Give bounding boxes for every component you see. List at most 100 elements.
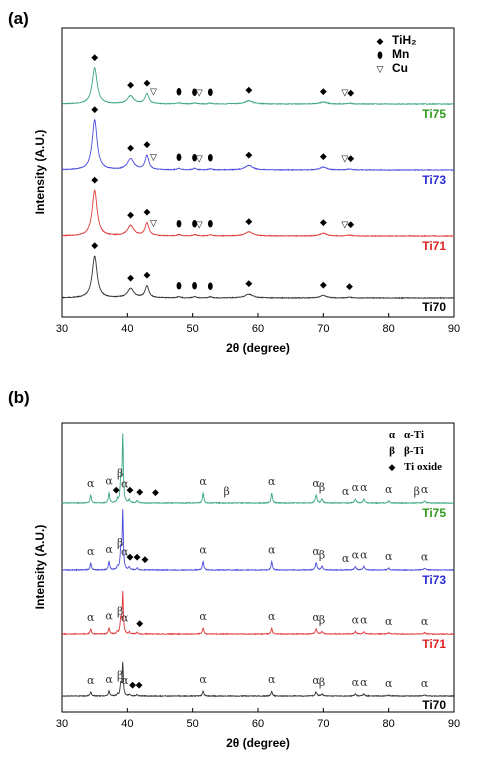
peak-marker: ▽ bbox=[196, 155, 203, 165]
x-tick-label: 90 bbox=[448, 718, 460, 730]
peak-marker: ⬮ bbox=[192, 282, 198, 292]
peak-marker: ◆ bbox=[347, 220, 354, 230]
panel-b-x-ticks: 30 40 50 60 70 80 90 bbox=[56, 708, 460, 730]
peak-marker: ⬮ bbox=[207, 154, 213, 164]
x-tick-label: 80 bbox=[383, 718, 395, 730]
panel-a-series-group: ◆◆ ◆▽ ⬮ ⬮▽ ⬮ ◆ ◆ ▽◆Ti75◆◆ ◆▽ ⬮ ⬮▽ ⬮ ◆ ◆ ▽◆Ti73◆◆ ◆▽ ⬮ ⬮▽ ⬮… bbox=[61, 53, 455, 314]
peak-marker: α bbox=[360, 676, 368, 689]
peak-marker: α bbox=[121, 611, 129, 624]
series-label: Ti73 bbox=[422, 573, 446, 587]
peak-marker: β bbox=[319, 481, 325, 494]
peak-marker: ⬮ bbox=[192, 88, 198, 98]
peak-marker: ◆ bbox=[143, 78, 150, 88]
x-tick-label: 50 bbox=[187, 323, 199, 335]
panel-b-label: (b) bbox=[8, 388, 30, 407]
peak-marker: ▽ bbox=[341, 89, 348, 99]
peak-marker: α bbox=[421, 615, 429, 628]
peak-marker: α bbox=[421, 677, 429, 690]
peak-marker: ▽ bbox=[150, 88, 157, 98]
x-tick-label: 40 bbox=[121, 323, 133, 335]
peak-marker: ◆ bbox=[126, 553, 133, 563]
peak-marker: ⬮ bbox=[207, 282, 213, 292]
peak-marker: α bbox=[312, 674, 320, 687]
peak-marker: α bbox=[199, 673, 207, 686]
peak-marker: ◆ bbox=[127, 81, 134, 91]
peak-marker: ◆ bbox=[91, 241, 98, 251]
legend-symbol: ▽ bbox=[377, 65, 384, 75]
series-label: Ti71 bbox=[422, 637, 446, 651]
peak-marker: ▽ bbox=[150, 153, 157, 163]
legend-label: Ti oxide bbox=[404, 461, 442, 473]
peak-marker: α bbox=[385, 550, 393, 563]
series-label: Ti70 bbox=[422, 300, 446, 314]
series-line-ti73 bbox=[61, 118, 455, 172]
peak-marker: α bbox=[312, 477, 320, 490]
peak-marker: α bbox=[268, 610, 276, 623]
peak-marker: α bbox=[421, 550, 429, 563]
peak-marker: β bbox=[117, 467, 123, 480]
peak-marker: α bbox=[121, 477, 129, 490]
legend-label: TiH₂ bbox=[392, 33, 416, 47]
peak-marker: α bbox=[268, 475, 276, 488]
panel-a-legend: ◆ TiH₂ ⬮ Mn ▽ Cu bbox=[377, 33, 417, 75]
peak-marker: α bbox=[352, 614, 360, 627]
peak-marker: ◆ bbox=[152, 488, 159, 498]
peak-marker: ◆ bbox=[347, 154, 354, 164]
panel-a-y-axis-title: Intensity (A.U.) bbox=[33, 130, 47, 215]
peak-marker: ◆ bbox=[113, 486, 120, 496]
legend-label: Mn bbox=[392, 47, 409, 61]
peak-marker: ◆ bbox=[91, 53, 98, 63]
x-tick-label: 50 bbox=[187, 718, 199, 730]
peak-marker: β bbox=[319, 613, 325, 626]
peak-marker: ◆ bbox=[245, 150, 252, 160]
peak-marker: α bbox=[385, 483, 393, 496]
peak-marker: α bbox=[352, 676, 360, 689]
peak-marker: α bbox=[312, 611, 320, 624]
peak-marker: ⬮ bbox=[207, 220, 213, 230]
peak-marker: ◆ bbox=[320, 218, 327, 228]
x-tick-label: 30 bbox=[56, 323, 68, 335]
peak-marker: ◆ bbox=[143, 140, 150, 150]
peak-marker: ◆ bbox=[126, 485, 133, 495]
peak-marker: β bbox=[319, 548, 325, 561]
legend-symbol: α bbox=[389, 429, 396, 441]
peak-marker: α bbox=[421, 483, 429, 496]
legend-label: α-Ti bbox=[404, 429, 424, 441]
peak-marker: ◆ bbox=[136, 619, 143, 629]
series-ti73: ◆◆ ◆▽ ⬮ ⬮▽ ⬮ ◆ ◆ ▽◆Ti73 bbox=[61, 105, 455, 187]
peak-marker: α bbox=[360, 481, 368, 494]
legend-symbol: ◆ bbox=[389, 463, 396, 473]
peak-marker: α bbox=[342, 485, 350, 498]
peak-marker: ◆ bbox=[320, 280, 327, 290]
peak-marker: ◆ bbox=[134, 552, 141, 562]
peak-marker: ⬮ bbox=[176, 219, 182, 229]
peak-marker: β bbox=[117, 536, 123, 549]
peak-marker: α bbox=[268, 673, 276, 686]
peak-marker: α bbox=[312, 545, 320, 558]
peak-marker: ⬮ bbox=[192, 153, 198, 163]
x-tick-label: 40 bbox=[121, 718, 133, 730]
legend-symbol: ⬮ bbox=[377, 51, 383, 61]
peak-marker: ◆ bbox=[136, 488, 143, 498]
peak-marker: ◆ bbox=[245, 217, 252, 227]
peak-marker: ◆ bbox=[346, 282, 353, 292]
peak-marker: ◆ bbox=[143, 271, 150, 281]
series-line-ti75 bbox=[61, 66, 455, 106]
peak-marker: β bbox=[117, 669, 123, 682]
series-label: Ti70 bbox=[422, 698, 446, 712]
peak-marker: α bbox=[385, 615, 393, 628]
panel-b-legend: α α-Ti β β-Ti ◆ Ti oxide bbox=[389, 429, 443, 473]
peak-marker: α bbox=[105, 543, 113, 556]
panel-a-x-axis-title: 2θ (degree) bbox=[226, 341, 290, 355]
panel-b: (b) 30 40 50 60 70 80 90 α α◆βα◆ ◆ ◆αβα αβ α α α α β αTi… bbox=[8, 388, 460, 750]
series-ti75: ◆◆ ◆▽ ⬮ ⬮▽ ⬮ ◆ ◆ ▽◆Ti75 bbox=[61, 53, 455, 121]
peak-marker: ⬮ bbox=[207, 88, 213, 98]
peak-marker: ◆ bbox=[91, 105, 98, 115]
panel-a-label: (a) bbox=[8, 9, 29, 28]
peak-marker: α bbox=[121, 545, 129, 558]
peak-marker: α bbox=[105, 673, 113, 686]
peak-marker: α bbox=[199, 543, 207, 556]
peak-marker: α bbox=[360, 614, 368, 627]
